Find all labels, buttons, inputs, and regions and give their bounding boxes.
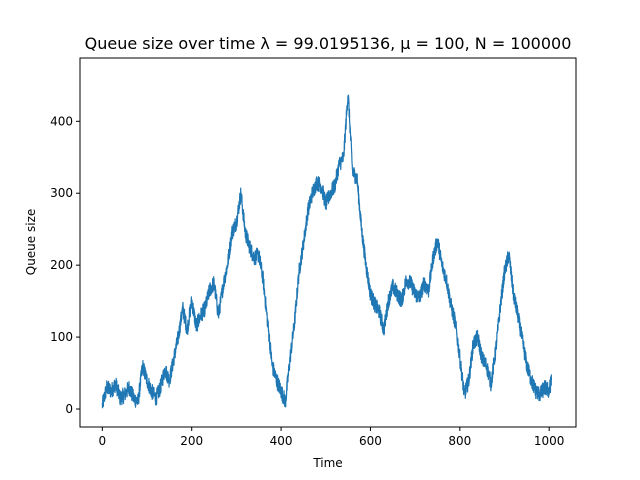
- chart-title: Queue size over time λ = 99.0195136, μ =…: [85, 34, 572, 53]
- y-tick-label: 300: [50, 186, 73, 200]
- x-tick-label: 800: [448, 434, 471, 448]
- x-tick-label: 0: [99, 434, 107, 448]
- y-tick-label: 0: [65, 402, 73, 416]
- x-tick-label: 1000: [534, 434, 565, 448]
- x-tick-label: 600: [359, 434, 382, 448]
- queue-size-series-line: [101, 94, 553, 409]
- y-axis-ticks: 0 100 200 300 400: [50, 114, 80, 416]
- plot-area: [101, 94, 553, 409]
- axes-frame: [79, 57, 577, 428]
- x-axis-ticks: 0 200 400 600 800 1000: [99, 427, 565, 448]
- y-axis-label: Queue size: [24, 209, 38, 276]
- y-tick-label: 100: [50, 330, 73, 344]
- y-tick-label: 200: [50, 258, 73, 272]
- x-tick-label: 200: [180, 434, 203, 448]
- x-tick-label: 400: [270, 434, 293, 448]
- y-tick-label: 400: [50, 114, 73, 128]
- x-axis-label: Time: [312, 456, 342, 470]
